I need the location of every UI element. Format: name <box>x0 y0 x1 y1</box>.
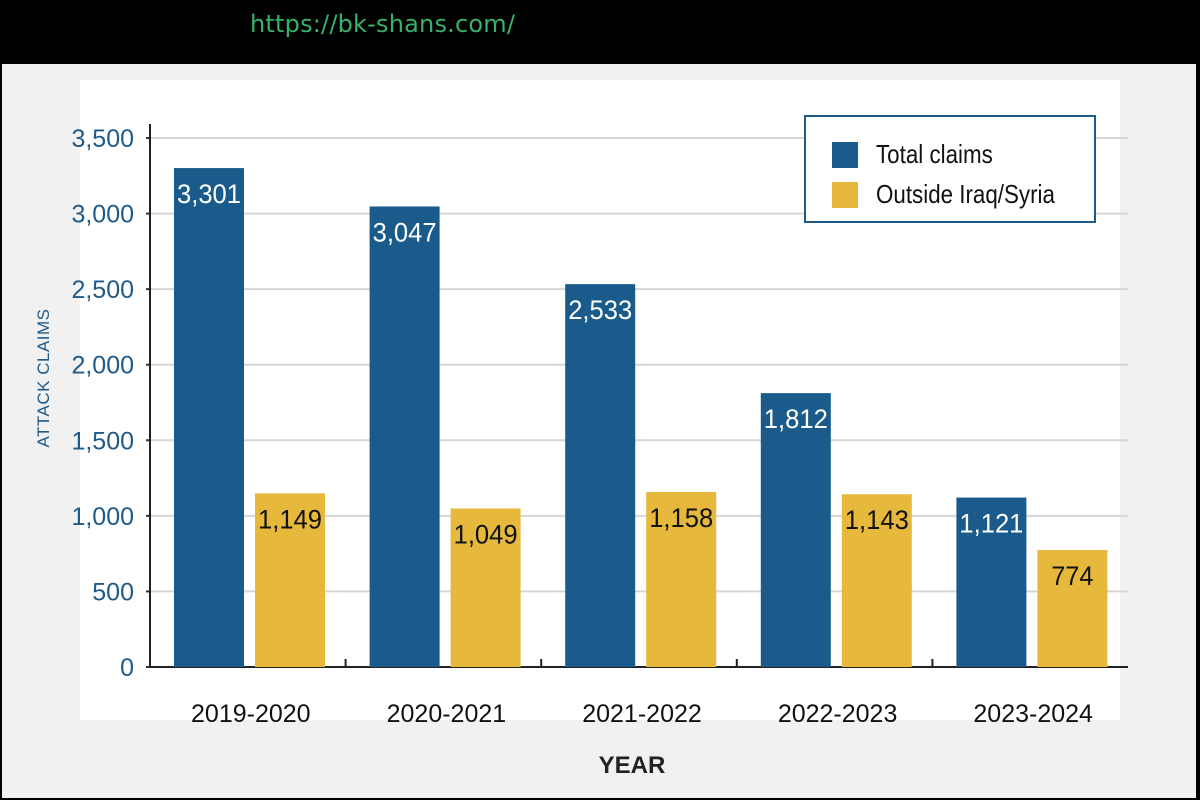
data-label-total: 1,121 <box>959 509 1023 539</box>
legend-item-outside: Outside Iraq/Syria <box>832 179 1084 210</box>
y-tick-label: 0 <box>120 654 134 682</box>
data-label-outside: 774 <box>1051 561 1093 591</box>
y-tick-label: 3,000 <box>71 201 134 229</box>
y-tick-label: 500 <box>92 578 134 606</box>
legend-label-total: Total claims <box>876 139 993 169</box>
bar-total-claims <box>369 206 440 667</box>
bar-total-claims <box>565 284 636 667</box>
bar-total-claims <box>956 497 1027 667</box>
data-label-total: 1,812 <box>764 404 828 434</box>
y-tick-label: 2,000 <box>71 352 134 380</box>
y-tick-label: 1,000 <box>71 503 134 531</box>
data-label-total: 3,047 <box>373 217 437 247</box>
x-tick-label: 2023-2024 <box>973 700 1093 728</box>
x-tick-label: 2022-2023 <box>778 700 898 728</box>
top-banner: https://bk-shans.com/ <box>0 0 1200 50</box>
bar-outside-iraq-syria <box>1037 550 1108 667</box>
x-tick-label: 2019-2020 <box>191 700 311 728</box>
y-tick-label: 1,500 <box>71 427 134 455</box>
x-tick-label: 2021-2022 <box>582 700 702 728</box>
data-label-total: 2,533 <box>568 295 632 325</box>
y-axis-label: ATTACK CLAIMS <box>34 308 53 448</box>
bar-outside-iraq-syria <box>841 494 912 667</box>
data-label-outside: 1,158 <box>649 503 713 533</box>
legend: Total claims Outside Iraq/Syria <box>804 115 1096 223</box>
source-url[interactable]: https://bk-shans.com/ <box>250 10 516 38</box>
legend-swatch-total <box>832 141 858 168</box>
bar-total-claims <box>174 168 244 667</box>
legend-item-total: Total claims <box>832 139 1012 170</box>
legend-label-outside: Outside Iraq/Syria <box>876 179 1055 209</box>
data-label-outside: 1,049 <box>454 519 518 549</box>
bar-outside-iraq-syria <box>255 493 325 667</box>
bar-outside-iraq-syria <box>450 508 521 667</box>
legend-swatch-outside <box>832 181 858 208</box>
bar-outside-iraq-syria <box>646 491 717 667</box>
y-tick-label: 2,500 <box>71 276 134 304</box>
data-label-total: 3,301 <box>177 179 241 209</box>
bar-total-claims <box>760 393 831 667</box>
data-label-outside: 1,149 <box>258 504 322 534</box>
data-label-outside: 1,143 <box>845 505 909 535</box>
y-tick-label: 3,500 <box>71 125 134 153</box>
x-axis-label: YEAR <box>598 752 666 779</box>
x-tick-label: 2020-2021 <box>387 700 507 728</box>
